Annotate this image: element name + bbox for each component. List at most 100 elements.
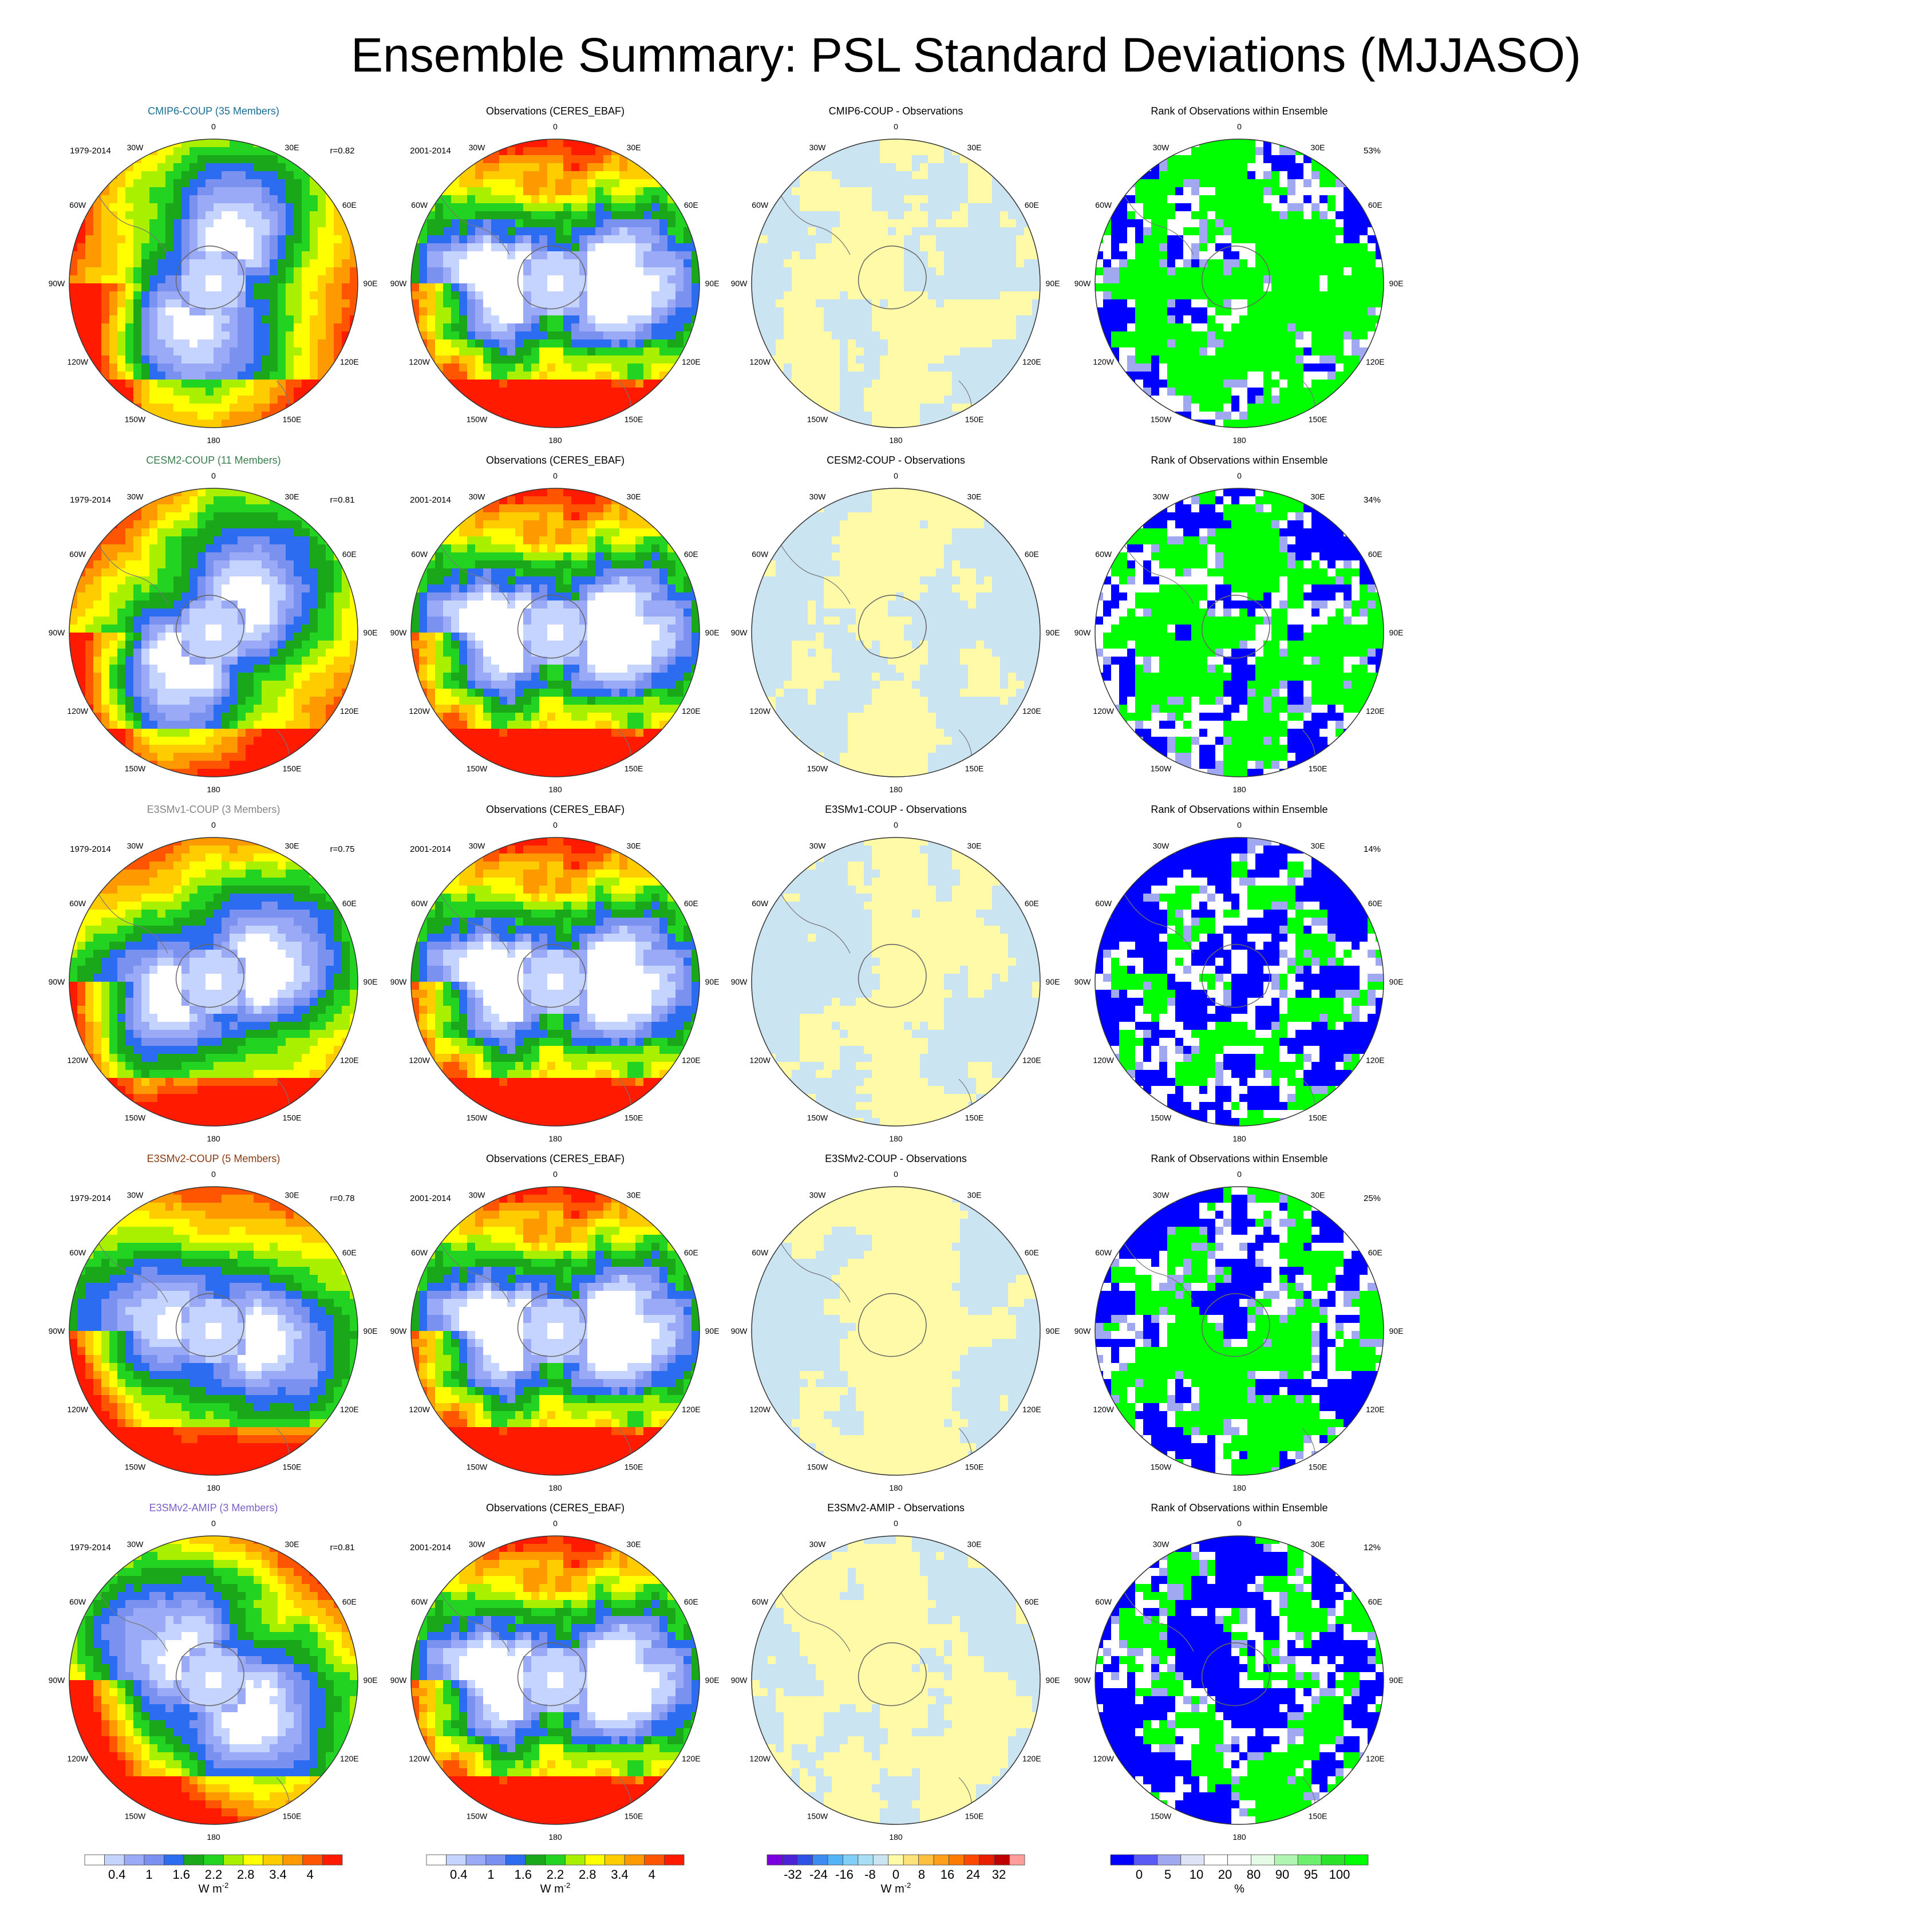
map-cell	[157, 323, 166, 332]
map-cell	[117, 283, 126, 292]
map-cell	[1344, 283, 1352, 292]
map-cell	[499, 243, 508, 252]
map-cell	[872, 179, 880, 188]
map-cell	[141, 560, 150, 569]
map-cell	[523, 155, 532, 164]
map-cell	[1167, 283, 1176, 292]
map-cell	[483, 179, 492, 188]
map-cell	[85, 299, 94, 308]
map-cell	[968, 380, 977, 388]
map-cell	[611, 347, 620, 356]
map-cell	[1376, 283, 1384, 292]
map-cell	[214, 372, 222, 380]
map-cell	[246, 315, 254, 324]
map-cell	[419, 275, 428, 284]
map-cell	[808, 171, 816, 180]
map-cell	[77, 291, 86, 300]
map-cell	[475, 243, 484, 252]
map-cell	[531, 251, 540, 260]
map-cell	[101, 259, 110, 268]
map-cell	[1032, 283, 1040, 292]
map-cell	[912, 323, 920, 332]
map-cell	[1223, 404, 1232, 412]
map-cell	[515, 283, 524, 292]
map-cell	[459, 283, 468, 292]
map-cell	[784, 219, 792, 228]
map-cell	[117, 600, 126, 609]
map-cell	[181, 412, 190, 420]
map-cell	[1287, 179, 1296, 188]
map-cell	[507, 283, 516, 292]
map-cell	[603, 323, 612, 332]
map-cell	[189, 364, 198, 372]
longitude-label: 150W	[1151, 764, 1172, 773]
map-cell	[1016, 219, 1025, 228]
map-cell	[141, 235, 150, 244]
map-cell	[667, 267, 676, 276]
map-cell	[467, 355, 476, 364]
map-cell	[475, 203, 484, 212]
map-cell	[302, 219, 310, 228]
map-cell	[587, 163, 596, 172]
map-cell	[1223, 171, 1232, 180]
map-cell	[286, 307, 294, 316]
map-cell	[459, 331, 468, 340]
map-cell	[824, 163, 832, 172]
map-cell	[611, 291, 620, 300]
map-cell	[539, 347, 548, 356]
map-cell	[992, 171, 1001, 180]
map-cell	[603, 275, 612, 284]
map-cell	[1336, 267, 1344, 276]
map-cell	[278, 536, 286, 545]
map-cell	[1247, 404, 1256, 412]
map-cell	[206, 267, 214, 276]
longitude-label: 150E	[965, 414, 984, 424]
map-cell	[141, 355, 150, 364]
map-cell	[1247, 315, 1256, 324]
map-cell	[848, 331, 856, 340]
map-cell	[1231, 219, 1240, 228]
map-cell	[888, 404, 896, 412]
map-cell	[419, 251, 428, 260]
map-cell	[109, 179, 118, 188]
map-cell	[1175, 195, 1184, 204]
map-cell	[1151, 339, 1160, 348]
map-cell	[109, 600, 118, 609]
map-cell	[579, 396, 588, 404]
map-cell	[491, 211, 500, 220]
map-cell	[1287, 364, 1296, 372]
map-cell	[1223, 323, 1232, 332]
map-cell	[1135, 179, 1144, 188]
map-cell	[149, 227, 158, 236]
map-cell	[1143, 243, 1152, 252]
map-cell	[1360, 315, 1368, 324]
map-cell	[587, 251, 596, 260]
map-cell	[880, 155, 888, 164]
map-cell	[1231, 259, 1240, 268]
map-cell	[579, 259, 588, 268]
map-cell	[222, 520, 230, 529]
map-cell	[101, 355, 110, 364]
map-cell	[547, 171, 556, 180]
map-cell	[141, 243, 150, 252]
map-cell	[1175, 323, 1184, 332]
map-cell	[587, 275, 596, 284]
map-cell	[667, 347, 676, 356]
map-cell	[302, 609, 310, 617]
map-cell	[262, 584, 270, 593]
map-cell	[1327, 259, 1336, 268]
map-cell	[992, 323, 1001, 332]
map-cell	[222, 283, 230, 292]
map-cell	[523, 364, 532, 372]
map-cell	[459, 323, 468, 332]
map-cell	[1223, 396, 1232, 404]
map-cell	[776, 203, 784, 212]
map-cell	[832, 275, 840, 284]
map-cell	[173, 307, 182, 316]
map-cell	[619, 259, 628, 268]
map-cell	[1207, 339, 1216, 348]
map-cell	[206, 171, 214, 180]
map-cell	[952, 291, 961, 300]
map-cell	[587, 347, 596, 356]
map-cell	[491, 299, 500, 308]
